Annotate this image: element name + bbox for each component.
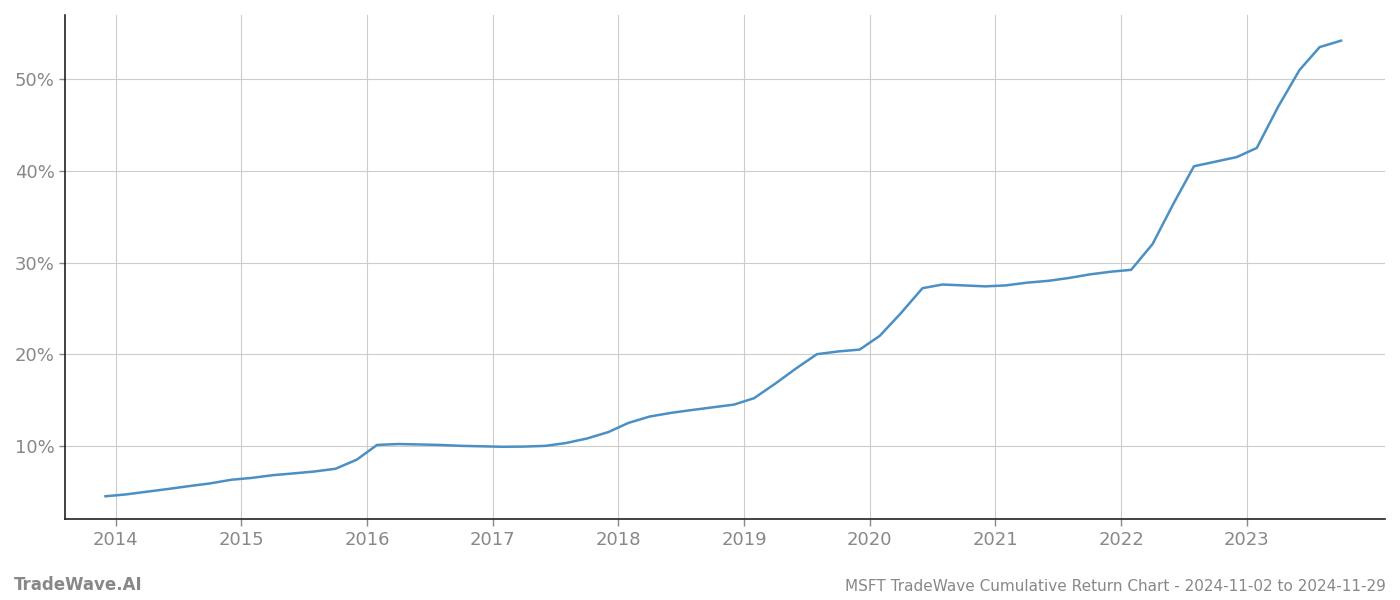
Text: MSFT TradeWave Cumulative Return Chart - 2024-11-02 to 2024-11-29: MSFT TradeWave Cumulative Return Chart -…: [846, 579, 1386, 594]
Text: TradeWave.AI: TradeWave.AI: [14, 576, 143, 594]
